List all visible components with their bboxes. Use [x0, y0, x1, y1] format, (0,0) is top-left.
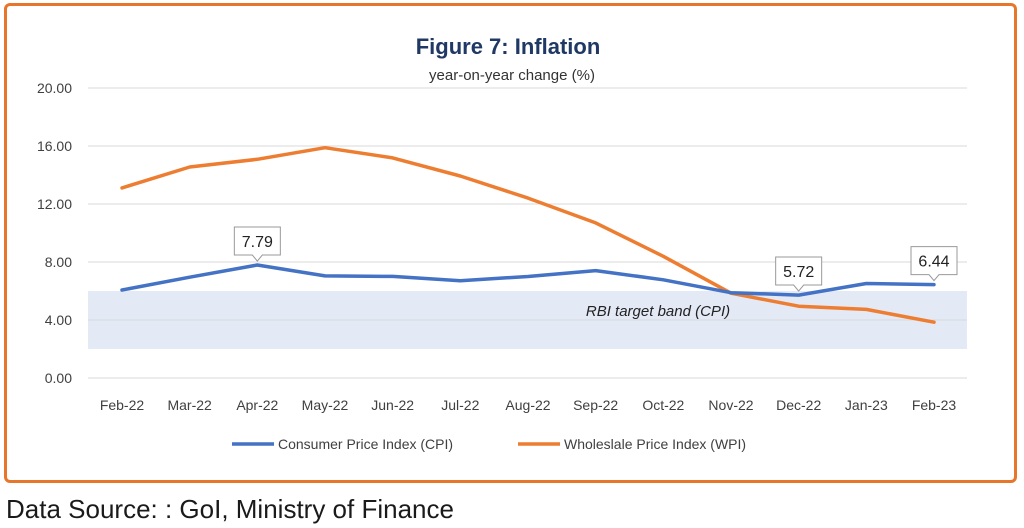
x-tick-label: Aug-22	[505, 397, 550, 413]
legend-label: Consumer Price Index (CPI)	[278, 436, 453, 452]
chart-subtitle: year-on-year change (%)	[429, 67, 595, 84]
legend-label: Wholeslale Price Index (WPI)	[564, 436, 746, 452]
data-callout	[233, 226, 281, 262]
data-source-note: Data Source: : GoI, Ministry of Finance	[6, 494, 454, 524]
x-tick-label: Dec-22	[776, 397, 821, 413]
wpi-series-line	[120, 145, 936, 324]
inflation-chart: Figure 7: Inflation year-on-year change …	[37, 34, 967, 452]
chart-title: Figure 7: Inflation	[416, 34, 601, 59]
x-tick-label: Oct-22	[642, 397, 684, 413]
x-tick-label: Feb-22	[100, 397, 145, 413]
y-tick-label: 20.00	[37, 80, 72, 96]
band-label: RBI target band (CPI)	[586, 303, 730, 320]
data-label: 7.79	[242, 234, 273, 251]
cpi-series-line	[120, 263, 936, 297]
x-tick-label: Feb-23	[912, 397, 957, 413]
y-tick-label: 16.00	[37, 138, 72, 154]
x-tick-label: Apr-22	[236, 397, 278, 413]
x-tick-label: May-22	[302, 397, 349, 413]
y-tick-label: 8.00	[45, 254, 72, 270]
y-tick-label: 4.00	[45, 312, 72, 328]
x-tick-label: Nov-22	[708, 397, 753, 413]
data-callout	[910, 246, 958, 282]
data-label: 6.44	[918, 254, 949, 271]
x-tick-label: Jan-23	[845, 397, 888, 413]
x-tick-label: Mar-22	[167, 397, 212, 413]
y-tick-label: 12.00	[37, 196, 72, 212]
y-tick-label: 0.00	[45, 370, 72, 386]
x-tick-label: Sep-22	[573, 397, 618, 413]
x-tick-label: Jul-22	[441, 397, 479, 413]
chart-frame	[4, 3, 1017, 483]
data-callout	[775, 256, 823, 292]
x-tick-label: Jun-22	[371, 397, 414, 413]
data-label: 5.72	[783, 264, 814, 281]
